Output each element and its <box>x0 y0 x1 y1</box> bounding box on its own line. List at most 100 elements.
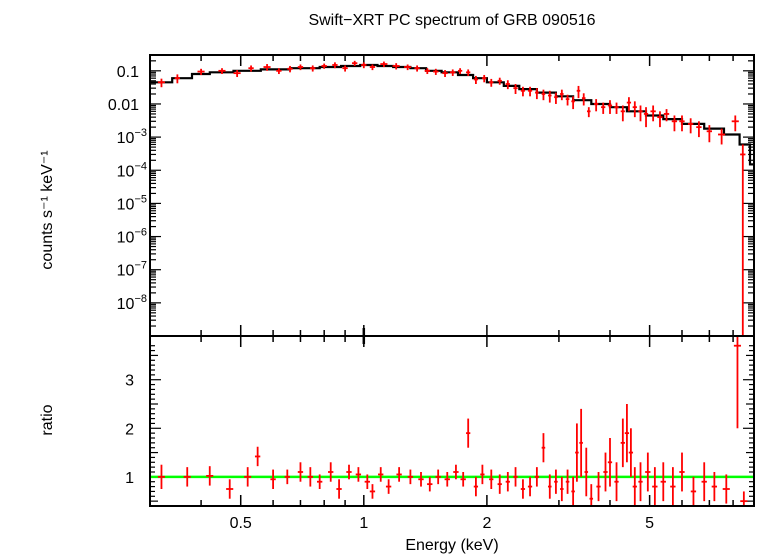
ratio-point <box>527 476 533 497</box>
ratio-point <box>565 469 570 494</box>
data-point <box>657 111 663 128</box>
ratio-point <box>722 474 730 504</box>
ratio-point <box>444 472 450 487</box>
ratio-point <box>638 462 643 502</box>
ratio-point <box>297 462 304 482</box>
ratio-point <box>628 428 634 477</box>
ratio-point <box>244 467 252 487</box>
ratio-point <box>596 472 601 502</box>
data-point <box>310 65 316 72</box>
ratio-point <box>571 476 575 506</box>
y-tick-label: 3 <box>125 373 134 390</box>
data-point <box>679 115 685 132</box>
ratio-point <box>679 452 685 492</box>
ratio-point <box>378 467 384 482</box>
data-point <box>218 68 226 75</box>
ratio-point <box>270 469 276 489</box>
y-tick-label: 1 <box>125 470 134 487</box>
ratio-point <box>560 476 564 502</box>
data-point <box>361 62 367 69</box>
svg-text:counts s⁻¹ keV⁻¹: counts s⁻¹ keV⁻¹ <box>39 150 56 269</box>
data-point <box>601 102 606 114</box>
ratio-point <box>607 438 613 487</box>
ratio-point <box>364 474 370 489</box>
data-point <box>643 107 649 128</box>
data-point <box>497 77 502 85</box>
data-point <box>276 68 282 75</box>
data-point <box>626 97 632 112</box>
data-point <box>482 74 487 83</box>
y-tick-label: 0.1 <box>117 64 139 81</box>
ratio-point <box>505 472 510 492</box>
x-tick-label: 5 <box>645 515 654 532</box>
data-point <box>718 128 726 145</box>
data-point <box>607 100 613 114</box>
data-point <box>587 107 591 118</box>
data-point <box>513 84 518 94</box>
ratio-point <box>614 462 619 502</box>
ratio-point <box>317 474 323 489</box>
y-tick-label: 0.01 <box>108 97 139 114</box>
data-point <box>380 61 388 68</box>
ratio-point <box>548 474 552 499</box>
y-tick-label: 10−5 <box>117 193 147 213</box>
ratio-point <box>645 452 651 492</box>
data-point <box>614 102 619 114</box>
data-point <box>548 90 552 103</box>
y-tick-label: 10−4 <box>117 160 147 180</box>
y-axis-label-ratio: ratio <box>39 404 56 435</box>
ratio-point <box>480 464 485 485</box>
data-point <box>174 74 181 84</box>
data-point <box>457 68 463 75</box>
ratio-point <box>711 472 718 502</box>
data-point <box>620 105 625 122</box>
ratio-point <box>307 467 313 487</box>
data-point <box>466 69 471 76</box>
ratio-point <box>497 474 502 494</box>
data-point <box>535 88 539 100</box>
ratio-point <box>336 479 342 499</box>
data-point <box>332 62 338 69</box>
data-point <box>404 64 412 71</box>
x-tick-label: 1 <box>359 515 368 532</box>
data-point <box>706 125 713 143</box>
y-tick-label: 10−8 <box>117 293 147 313</box>
data-point <box>233 70 241 78</box>
data-point <box>565 94 570 106</box>
data-point <box>297 64 304 71</box>
ratio-point <box>427 476 433 492</box>
ratio-point <box>690 476 697 506</box>
ratio-point <box>183 467 191 487</box>
ratio-point <box>541 433 546 463</box>
data-point <box>157 78 165 88</box>
ratio-point <box>520 479 526 499</box>
ratio-point <box>157 464 165 489</box>
data-point <box>541 89 546 101</box>
y-tick-label: 10−7 <box>117 260 147 280</box>
ratio-point <box>407 469 414 485</box>
data-point <box>473 75 479 85</box>
ratio-point <box>513 467 518 487</box>
ratio-point <box>733 336 741 429</box>
spectrum-panel-frame <box>149 54 755 337</box>
ratio-point <box>660 462 666 502</box>
ratio-point <box>579 408 583 477</box>
ratio-point <box>346 464 352 480</box>
ratio-point <box>589 484 594 506</box>
x-tick-label: 0.5 <box>230 515 252 532</box>
ratio-point <box>620 418 625 468</box>
spectrum-panel: 0.1 0.01 10−3 10−4 10−5 10−6 10−7 10−8 <box>108 55 755 344</box>
chart-title: Swift−XRT PC spectrum of GRB 090516 <box>308 12 595 29</box>
data-point <box>321 63 327 69</box>
ratio-point <box>226 479 234 499</box>
data-point <box>352 60 358 66</box>
ratio-point <box>460 472 466 487</box>
data-point <box>263 64 271 71</box>
ratio-point <box>453 464 459 480</box>
ratio-point <box>254 446 261 467</box>
ratio-point <box>369 484 376 499</box>
ratio-point <box>396 467 402 482</box>
data-point <box>248 65 254 72</box>
x-tick-label: 2 <box>482 515 491 532</box>
data-point <box>687 118 694 134</box>
